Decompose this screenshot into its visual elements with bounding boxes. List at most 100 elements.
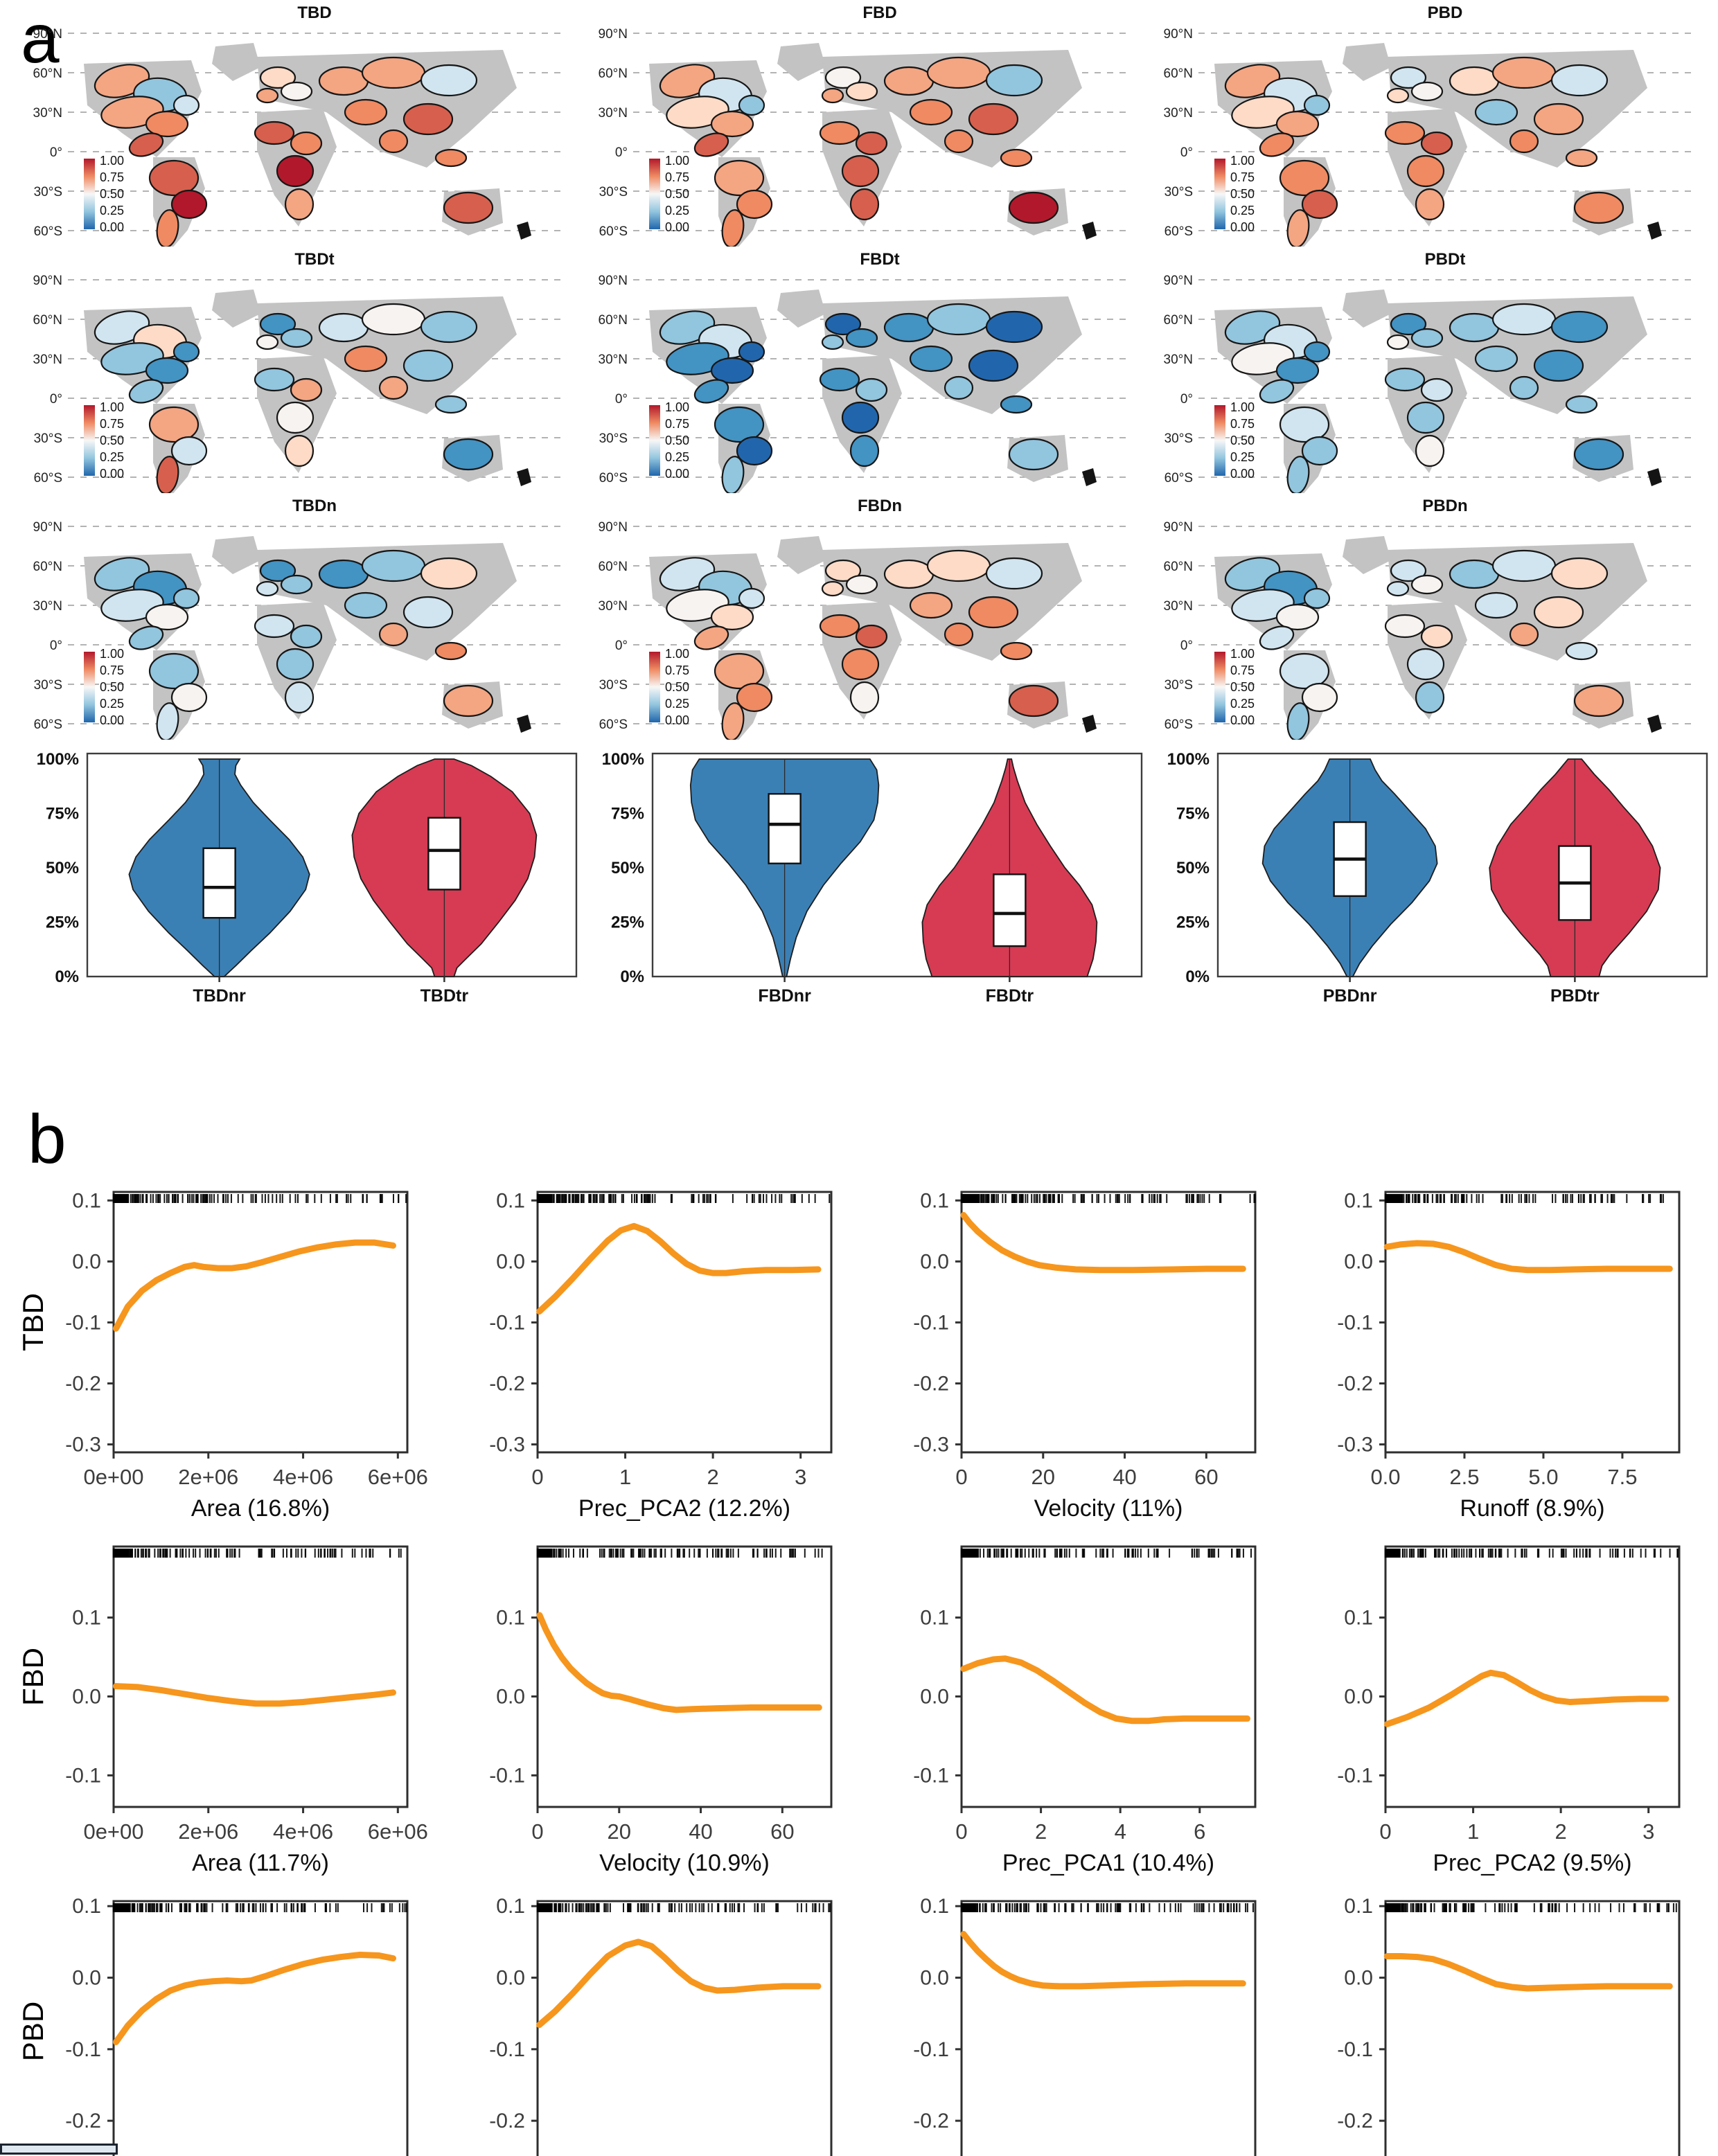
pdp-ytick: 0.1 bbox=[920, 1607, 949, 1630]
pdp-xtick: 4 bbox=[1115, 1819, 1126, 1844]
pdp-row-label: PBD bbox=[17, 2002, 49, 2061]
violin-svg-FBD: 0% 25% 50% 75% 100% FBDnr FBDtr bbox=[602, 750, 1143, 1006]
pdp-xlabel: Velocity (11%) bbox=[1034, 1495, 1183, 1522]
lat-label: 30°N bbox=[1164, 106, 1193, 121]
lat-label: 60°S bbox=[34, 224, 62, 239]
map-legend-tick: 0.00 bbox=[100, 467, 124, 481]
map-title: PBDn bbox=[1422, 497, 1468, 515]
violin-cat-label: PBDnr bbox=[1323, 986, 1377, 1006]
map-legend-tick: 0.75 bbox=[665, 170, 689, 184]
map-svg-PBDn: 90°N 60°N 30°N 0° 30°S 60°S 1.00 0.75 0.50 0.25 0.… bbox=[1164, 520, 1697, 747]
pdp-xlabel: Velocity (10.9%) bbox=[599, 1850, 770, 1876]
pdp-ytick: 0.0 bbox=[1344, 1250, 1373, 1273]
violin-ytick: 0% bbox=[55, 968, 79, 986]
violin-svg-PBD: 0% 25% 50% 75% 100% PBDnr PBDtr bbox=[1167, 750, 1708, 1006]
map-legend-tick: 1.00 bbox=[100, 400, 124, 414]
lat-label: 30°S bbox=[1164, 678, 1193, 693]
pdp-ytick: -0.1 bbox=[913, 2038, 949, 2061]
pdp-curve bbox=[536, 1939, 822, 2029]
violin-ytick: 0% bbox=[620, 968, 644, 986]
pdp-ytick: -0.1 bbox=[489, 2038, 525, 2061]
pdp-xtick: 7.5 bbox=[1607, 1465, 1637, 1489]
pdp-row-label: TBD bbox=[17, 1293, 49, 1351]
map-PBDn: PBDn 90°N 60°N 30°N 0° 30°S 60°S 1.00 0.75 0.50 0.… bbox=[1149, 497, 1714, 747]
pdp-TBD-1: TBD 0.1 0.0 -0.1 -0.2 -0.3 0e+00 2e+06 4e+06 6e+0… bbox=[10, 1181, 434, 1533]
pdp-xtick: 0 bbox=[531, 1819, 543, 1844]
pdp-curve bbox=[112, 1951, 396, 2045]
pdp-FBD-4: 0.1 0.0 -0.1 0 1 2 3 Prec_PCA2 (9.5%) bbox=[1282, 1535, 1706, 1887]
pdp-xtick: 20 bbox=[608, 1819, 631, 1844]
violin-cat-label: TBDtr bbox=[420, 986, 469, 1006]
lat-label: 60°N bbox=[599, 66, 628, 81]
violin-chart-FBD: 0% 25% 50% 75% 100% FBDnr FBDtr bbox=[583, 748, 1149, 1011]
lat-label: 30°S bbox=[599, 185, 628, 199]
map-svg-FBDt: 90°N 60°N 30°N 0° 30°S 60°S 1.00 0.75 0.50 0.25 0.… bbox=[599, 274, 1132, 501]
map-legend-tick: 0.50 bbox=[1230, 187, 1255, 201]
pdp-ytick: 0.1 bbox=[72, 1607, 101, 1630]
lat-label: 60°N bbox=[33, 66, 62, 81]
map-legend-tick: 0.00 bbox=[665, 713, 689, 727]
pdp-ytick: 0.1 bbox=[920, 1189, 949, 1212]
pdp-ytick: 0.1 bbox=[72, 1895, 101, 1918]
pdp-FBD-2: 0.1 0.0 -0.1 0 20 40 60 Velocity (10.9%) bbox=[434, 1535, 858, 1887]
pdp-curve bbox=[112, 1683, 396, 1707]
lat-label: 30°S bbox=[1164, 431, 1193, 446]
pdp-svg: 0.1 0.0 -0.1 -0.2 -0.3 0 20 40 60 Velocity (11%) bbox=[913, 1189, 1257, 1522]
violin-ytick: 100% bbox=[1167, 750, 1210, 769]
lat-label: 30°S bbox=[34, 185, 62, 199]
lat-label: 90°N bbox=[599, 27, 628, 42]
pdp-svg: TBD 0.1 0.0 -0.1 -0.2 -0.3 0e+00 2e+06 4e+06 6e+0… bbox=[17, 1189, 428, 1522]
lat-label: 60°N bbox=[599, 560, 628, 574]
violins-row: 0% 25% 50% 75% 100% TBDnr TBDtr 0% 25% 50% 75% 100%… bbox=[18, 748, 1714, 1011]
pdp-svg: PBD0.10.0-0.1-0.20e+002e+064e+066e+06Are… bbox=[17, 1895, 409, 2156]
pdp-ytick: -0.2 bbox=[913, 1372, 949, 1395]
violin-ytick: 100% bbox=[37, 750, 79, 769]
pdp-curve bbox=[960, 1211, 1246, 1274]
pdp-svg: 0.1 0.0 -0.1 0 2 4 6 Prec_PCA1 (10.4%) bbox=[913, 1545, 1257, 1876]
pdp-ytick: -0.1 bbox=[1337, 2038, 1373, 2061]
map-legend-tick: 0.50 bbox=[665, 187, 689, 201]
lat-label: 90°N bbox=[33, 274, 62, 288]
pdp-ytick: -0.2 bbox=[489, 1372, 525, 1395]
map-TBDt: TBDt 90°N 60°N 30°N 0° 30°S 60°S 1.00 0.75 0.50 0.… bbox=[18, 251, 583, 501]
pdp-xtick: 6e+06 bbox=[368, 1465, 428, 1489]
pdp-curve bbox=[536, 1612, 822, 1713]
pdp-PBD-2: 0.10.0-0.1-0.20123Prec_PCA2 (12.2%) bbox=[434, 1890, 858, 2156]
map-svg-PBDt: 90°N 60°N 30°N 0° 30°S 60°S 1.00 0.75 0.50 0.25 0.… bbox=[1164, 274, 1697, 501]
pdp-ytick: 0.0 bbox=[496, 1685, 525, 1708]
pdp-TBD-2: 0.1 0.0 -0.1 -0.2 -0.3 0 1 2 3 Prec_PCA2 (12.2%) bbox=[434, 1181, 858, 1533]
pdp-ytick: -0.2 bbox=[489, 2110, 525, 2132]
map-FBDt: FBDt 90°N 60°N 30°N 0° 30°S 60°S 1.00 0.75 0.50 0.… bbox=[583, 251, 1149, 501]
pdp-xtick: 0 bbox=[1379, 1819, 1391, 1844]
map-legend-tick: 1.00 bbox=[665, 647, 689, 661]
pdp-ytick: -0.3 bbox=[913, 1434, 949, 1456]
pdp-xtick: 3 bbox=[1642, 1819, 1654, 1844]
pdp-xtick: 0 bbox=[955, 1465, 967, 1489]
map-legend-gradient bbox=[84, 405, 95, 476]
map-title: TBD bbox=[297, 3, 332, 22]
violin-ytick: 0% bbox=[1185, 968, 1210, 986]
pdp-ytick: 0.0 bbox=[72, 1685, 101, 1708]
map-legend-tick: 0.75 bbox=[665, 663, 689, 677]
violin-chart-PBD: 0% 25% 50% 75% 100% PBDnr PBDtr bbox=[1149, 748, 1714, 1011]
map-legend-tick: 0.00 bbox=[100, 220, 124, 234]
lat-label: 30°N bbox=[1164, 599, 1193, 614]
map-legend-tick: 0.50 bbox=[665, 680, 689, 694]
violin-ytick: 50% bbox=[46, 859, 79, 877]
lat-label: 30°N bbox=[33, 353, 62, 367]
lat-label: 60°N bbox=[33, 560, 62, 574]
violin-ytick: 75% bbox=[46, 805, 79, 823]
pdp-xtick: 40 bbox=[689, 1819, 712, 1844]
violin-ytick: 25% bbox=[46, 914, 79, 932]
violin-ytick: 25% bbox=[1176, 914, 1210, 932]
map-legend-tick: 0.75 bbox=[1230, 170, 1255, 184]
pdp-curve bbox=[960, 1655, 1251, 1725]
map-svg-FBDn: 90°N 60°N 30°N 0° 30°S 60°S 1.00 0.75 0.50 0.25 0.… bbox=[599, 520, 1132, 747]
pdp-curve bbox=[1383, 1953, 1673, 1992]
map-legend-tick: 1.00 bbox=[1230, 647, 1255, 661]
pdp-xtick: 60 bbox=[770, 1819, 794, 1844]
pdp-xtick: 1 bbox=[619, 1465, 631, 1489]
map-legend-tick: 0.25 bbox=[100, 697, 124, 711]
